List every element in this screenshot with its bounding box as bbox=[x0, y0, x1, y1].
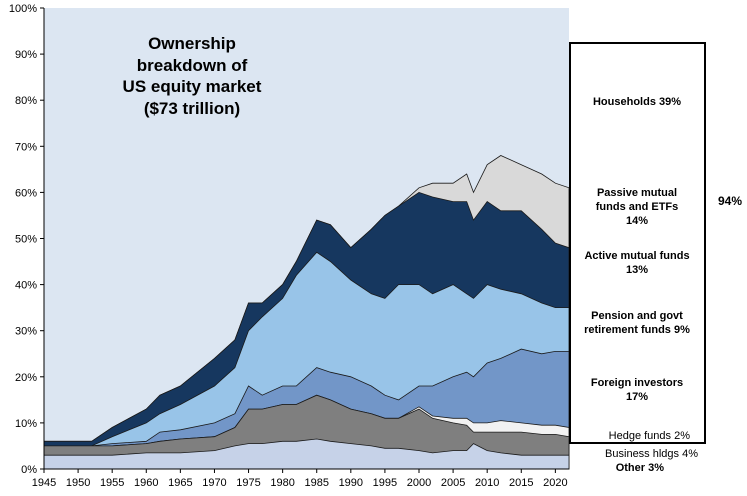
legend-foreign-line-1: Foreign investors bbox=[590, 377, 684, 389]
y-axis: 0% 10% 20% 30% 40% 50% 60% 70% 80% 90% 100% bbox=[9, 3, 44, 476]
legend-pension-funds: Pension and govt retirement funds 9% bbox=[572, 309, 702, 337]
legend-foreign-investors: Foreign investors 17% bbox=[572, 376, 702, 404]
x-tick-label: 2015 bbox=[509, 477, 533, 489]
x-tick-label: 1980 bbox=[270, 477, 294, 489]
area-other bbox=[43, 438, 570, 470]
y-tick-label: 10% bbox=[15, 418, 37, 430]
area-business-hldgs bbox=[43, 394, 570, 470]
legend-active-line-1: Active mutual funds bbox=[584, 250, 690, 262]
x-tick-label: 1995 bbox=[373, 477, 397, 489]
y-tick-label: 0% bbox=[21, 464, 37, 476]
legend-business-holdings: Business hldgs 4% bbox=[605, 448, 698, 460]
y-tick-label: 100% bbox=[9, 3, 37, 15]
households-bracket-box bbox=[569, 42, 706, 444]
x-tick-label: 2010 bbox=[475, 477, 499, 489]
legend-other: Other 3% bbox=[615, 462, 664, 474]
x-tick-label: 1990 bbox=[339, 477, 363, 489]
chart-title-line-2: breakdown of bbox=[137, 56, 248, 75]
x-tick-label: 1945 bbox=[32, 477, 56, 489]
y-tick-label: 50% bbox=[15, 234, 37, 246]
legend-households: Households 39% bbox=[592, 96, 682, 108]
x-tick-label: 1965 bbox=[168, 477, 192, 489]
x-tick-label: 1950 bbox=[66, 477, 90, 489]
chart-title-line-1: Ownership bbox=[148, 34, 236, 53]
x-tick-label: 1970 bbox=[202, 477, 226, 489]
legend-hedge-funds: Hedge funds 2% bbox=[608, 430, 690, 442]
y-tick-label: 80% bbox=[15, 95, 37, 107]
legend-foreign-line-2: 17% bbox=[625, 391, 649, 403]
legend-passive-line-3: 14% bbox=[625, 215, 649, 227]
y-tick-label: 70% bbox=[15, 141, 37, 153]
y-tick-label: 90% bbox=[15, 49, 37, 61]
legend-passive-line-2: funds and ETFs bbox=[595, 201, 679, 213]
area-layers bbox=[43, 155, 570, 470]
x-tick-label: 2020 bbox=[543, 477, 567, 489]
bracket-total-label: 94% bbox=[718, 194, 743, 208]
legend-active-funds: Active mutual funds 13% bbox=[572, 249, 702, 277]
x-tick-label: 2005 bbox=[441, 477, 465, 489]
y-tick-label: 30% bbox=[15, 326, 37, 338]
y-tick-label: 60% bbox=[15, 187, 37, 199]
x-tick-label: 1975 bbox=[236, 477, 260, 489]
x-tick-label: 1955 bbox=[100, 477, 124, 489]
legend-passive-funds: Passive mutual funds and ETFs 14% bbox=[572, 186, 702, 228]
legend-active-line-2: 13% bbox=[625, 264, 649, 276]
y-tick-label: 40% bbox=[15, 280, 37, 292]
x-tick-label: 1960 bbox=[134, 477, 158, 489]
x-tick-label: 2000 bbox=[407, 477, 431, 489]
chart-title-line-3: US equity market bbox=[123, 77, 262, 96]
legend-pension-line-1: Pension and govt bbox=[591, 310, 683, 322]
x-axis: 1945 1950 1955 1960 1965 1970 1975 1980 1985 1990… bbox=[32, 469, 568, 489]
y-tick-label: 20% bbox=[15, 372, 37, 384]
x-tick-label: 1985 bbox=[304, 477, 328, 489]
chart-title-line-4: ($73 trillion) bbox=[144, 99, 240, 118]
legend-pension-line-2: retirement funds 9% bbox=[584, 324, 690, 336]
legend-passive-line-1: Passive mutual bbox=[596, 187, 678, 199]
